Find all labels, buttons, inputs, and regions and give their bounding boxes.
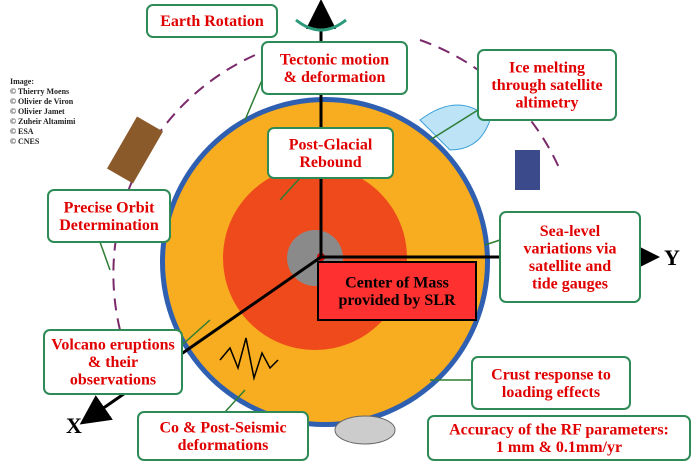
cloud: [335, 416, 395, 444]
credit: © Olivier de Viron: [10, 97, 74, 106]
callout: Tectonic motion& deformation: [262, 42, 407, 94]
callout-text: loading effects: [502, 384, 600, 401]
callout-text: Post-Glacial: [289, 136, 373, 153]
callout-text: satellite and: [529, 258, 611, 275]
axis-x-label: X: [66, 413, 82, 438]
callout-text: Tectonic motion: [280, 51, 389, 68]
callout-text: Crust response to: [491, 366, 611, 383]
callout-text: Co & Post-Seismic: [159, 419, 286, 436]
callout-text: through satellite: [491, 77, 602, 94]
credit: © CNES: [10, 137, 40, 146]
axis-y-label: Y: [664, 245, 680, 270]
callout-text: variations via: [524, 240, 617, 257]
callout-text: Rebound: [299, 154, 361, 171]
callout: Accuracy of the RF parameters:1 mm & 0.1…: [428, 416, 690, 460]
callout-text: Accuracy of the RF parameters:: [449, 421, 669, 438]
callout-text: Determination: [59, 217, 159, 234]
credit: © ESA: [10, 127, 34, 136]
satellite-left: [107, 117, 163, 184]
callout-text: deformations: [178, 437, 269, 454]
callout-text: Precise Orbit: [64, 199, 155, 216]
callout-text: observations: [70, 372, 156, 389]
callout-text: Earth Rotation: [160, 13, 264, 30]
callout-text: provided by SLR: [338, 292, 456, 309]
diagram: Y X Image:© Thierry Moens© Olivier de Vi…: [0, 0, 697, 462]
credit: Image:: [10, 77, 34, 86]
satellite-right: [515, 150, 540, 190]
credit: © Thierry Moens: [10, 87, 69, 96]
callout-text: 1 mm & 0.1mm/yr: [496, 439, 622, 456]
callout-text: altimetry: [515, 95, 578, 112]
credit: © Olivier Jamet: [10, 107, 65, 116]
callout-text: Ice melting: [509, 60, 585, 77]
callout-text: Sea-level: [540, 223, 601, 240]
callout-text: Volcano eruptions: [51, 337, 174, 354]
callout-text: & their: [88, 354, 138, 371]
callout-text: tide gauges: [532, 275, 608, 292]
callout: Earth Rotation: [147, 5, 277, 37]
callout-text: Center of Mass: [345, 274, 449, 291]
callout-text: & deformation: [284, 69, 386, 86]
credit: © Zuheir Altamimi: [10, 117, 76, 126]
